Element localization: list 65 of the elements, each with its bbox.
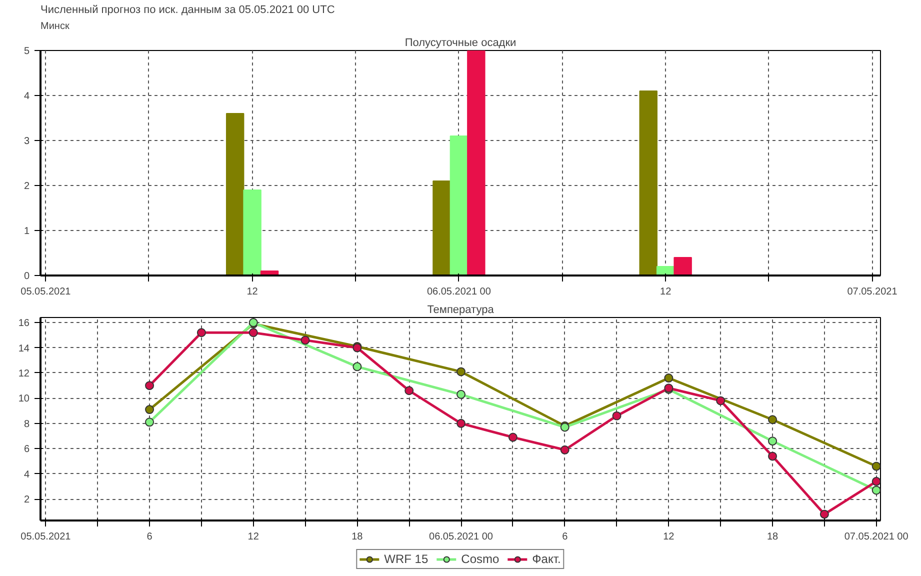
bar — [432, 180, 451, 276]
point — [352, 362, 362, 372]
chart-title: Температура — [427, 304, 495, 316]
x-tick-label: 18 — [352, 532, 364, 542]
x-tick-label: 06.05.2021 00 — [429, 532, 494, 542]
point — [768, 452, 778, 461]
y-tick-label: 6 — [24, 444, 30, 456]
y-tick-label: 16 — [18, 318, 30, 330]
point — [768, 436, 778, 446]
point — [456, 390, 466, 399]
point — [716, 396, 726, 406]
x-tick-label: 6 — [146, 532, 153, 542]
bar — [674, 257, 692, 276]
chart-title: Численный прогноз по иск. данным за 05.05.2021 00 UTC — [40, 4, 335, 16]
point — [612, 411, 622, 420]
point — [664, 374, 674, 383]
bar — [450, 136, 468, 276]
y-tick-label: 4 — [24, 91, 30, 102]
point — [768, 415, 778, 424]
point — [196, 328, 206, 338]
y-tick-label: 0 — [24, 271, 30, 282]
y-tick-label: 14 — [18, 343, 30, 354]
point — [872, 476, 880, 486]
legend-label: Cosmo — [461, 552, 500, 566]
y-tick-label: 1 — [24, 226, 30, 237]
point — [248, 328, 258, 338]
point — [145, 381, 154, 390]
x-tick-label: 05.05.2021 — [20, 532, 72, 542]
bar — [639, 90, 658, 276]
x-tick-label: 12 — [663, 532, 675, 542]
x-tick-label: 06.05.2021 00 — [426, 286, 492, 298]
y-tick-label: 12 — [18, 368, 30, 380]
point — [820, 510, 829, 519]
y-tick-label: 2 — [24, 181, 30, 192]
y-tick-label: 10 — [18, 394, 30, 405]
point — [508, 432, 518, 442]
legend-label: WRF 15 — [384, 552, 428, 566]
x-tick-label: 6 — [562, 532, 568, 542]
text: Полусуточные осадки — [404, 37, 516, 49]
y-tick-label: 3 — [24, 136, 30, 147]
x-tick-label: 18 — [766, 532, 779, 542]
x-tick-label: 12 — [246, 286, 258, 298]
chart-subtitle: Минск — [40, 21, 70, 32]
point — [456, 367, 466, 376]
x-tick-label: 05.05.2021 — [20, 286, 72, 298]
y-tick-label: 4 — [24, 469, 30, 480]
y-tick-label: 8 — [24, 418, 30, 430]
point — [300, 336, 310, 345]
point — [456, 418, 466, 428]
point — [145, 418, 154, 427]
bar — [243, 190, 262, 276]
y-tick-label: 5 — [24, 46, 30, 57]
x-tick-label: 07.05.2021 00 — [844, 532, 909, 542]
point — [145, 405, 154, 414]
x-tick-label: 12 — [660, 286, 672, 298]
bar — [226, 113, 244, 276]
x-tick-label: 07.05.2021 — [847, 286, 898, 298]
point — [404, 386, 414, 396]
point — [560, 445, 570, 454]
point — [872, 486, 880, 495]
point — [872, 462, 880, 471]
y-tick-label: 2 — [24, 494, 30, 506]
legend-label: Факт. — [532, 552, 561, 566]
x-tick-label: 12 — [248, 532, 260, 542]
bar — [467, 50, 486, 276]
